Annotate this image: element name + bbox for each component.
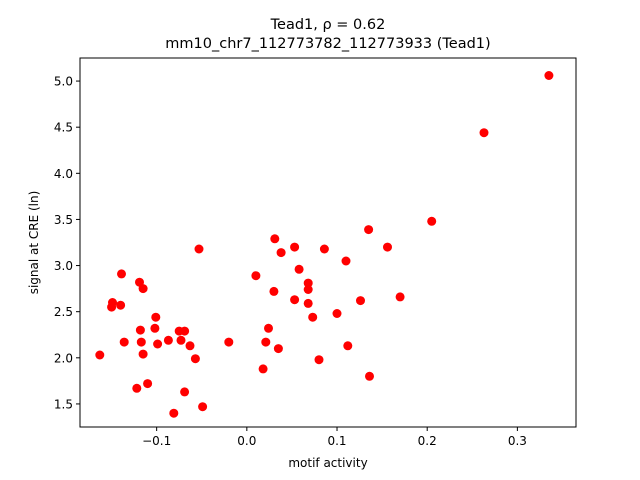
data-point [180, 326, 190, 336]
data-point [180, 387, 190, 397]
data-point [138, 284, 148, 294]
data-point [314, 355, 324, 365]
chart-title-line2: mm10_chr7_112773782_112773933 (Tead1) [165, 36, 490, 52]
data-point [365, 371, 374, 381]
data-point [479, 128, 489, 138]
y-tick-label: 4.5 [54, 121, 73, 135]
data-point [198, 402, 208, 412]
y-tick-label: 3.5 [54, 213, 73, 227]
chart-title-line1: Tead1, ρ = 0.62 [270, 17, 386, 33]
data-point [224, 337, 234, 347]
data-point [308, 312, 318, 322]
data-point [136, 337, 146, 347]
data-point [303, 278, 313, 288]
data-point [395, 292, 405, 302]
data-point [95, 350, 105, 360]
data-point [544, 71, 554, 80]
y-tick-label: 1.5 [54, 397, 73, 411]
y-tick-label: 5.0 [54, 75, 73, 89]
data-point [153, 339, 163, 349]
data-points [95, 71, 554, 418]
data-point [269, 286, 279, 296]
data-point [290, 242, 300, 252]
y-tick-label: 3.0 [54, 259, 73, 273]
data-point [264, 323, 273, 333]
data-point [303, 298, 313, 308]
data-point [150, 323, 160, 333]
data-point [303, 285, 313, 294]
data-point [117, 269, 126, 279]
data-point [138, 349, 148, 359]
data-point [276, 248, 286, 258]
x-tick-label: 0.3 [508, 434, 527, 448]
x-tick-label: 0.2 [418, 434, 437, 448]
data-point [169, 408, 179, 418]
data-point [251, 271, 261, 281]
data-point [132, 383, 142, 393]
data-point [270, 234, 280, 244]
data-point [143, 379, 153, 389]
x-tick-label: −0.1 [142, 434, 171, 448]
data-point [119, 337, 129, 347]
data-point [319, 244, 329, 254]
plot-frame [79, 57, 577, 428]
data-point [383, 242, 392, 252]
data-point [341, 256, 351, 266]
y-tick-label: 2.5 [54, 305, 73, 319]
y-tick-label: 4.0 [54, 167, 73, 181]
data-point [185, 341, 195, 351]
data-point [261, 337, 271, 347]
data-point [427, 216, 437, 226]
data-point [258, 364, 268, 374]
data-point [343, 341, 353, 351]
y-axis-label: signal at CRE (ln) [27, 191, 41, 295]
data-point [356, 296, 365, 306]
data-point [332, 309, 342, 318]
data-point [364, 225, 374, 235]
x-axis-label: motif activity [288, 456, 367, 470]
data-point [290, 295, 300, 305]
data-point [190, 354, 200, 364]
data-point [176, 335, 186, 345]
x-tick-label: 0.0 [237, 434, 256, 448]
x-tick-label: 0.1 [327, 434, 346, 448]
y-axis: 1.5 2.0 2.5 3.0 3.5 4.0 4.5 5.0 [54, 75, 80, 411]
data-point [163, 335, 173, 345]
data-point [151, 312, 161, 322]
data-point [194, 244, 204, 254]
data-point [135, 325, 145, 335]
data-point [273, 344, 283, 354]
data-point [294, 264, 304, 274]
y-tick-label: 2.0 [54, 351, 73, 365]
x-axis: −0.1 0.0 0.1 0.2 0.3 [142, 427, 527, 448]
data-point [116, 300, 126, 310]
data-point [108, 298, 117, 307]
